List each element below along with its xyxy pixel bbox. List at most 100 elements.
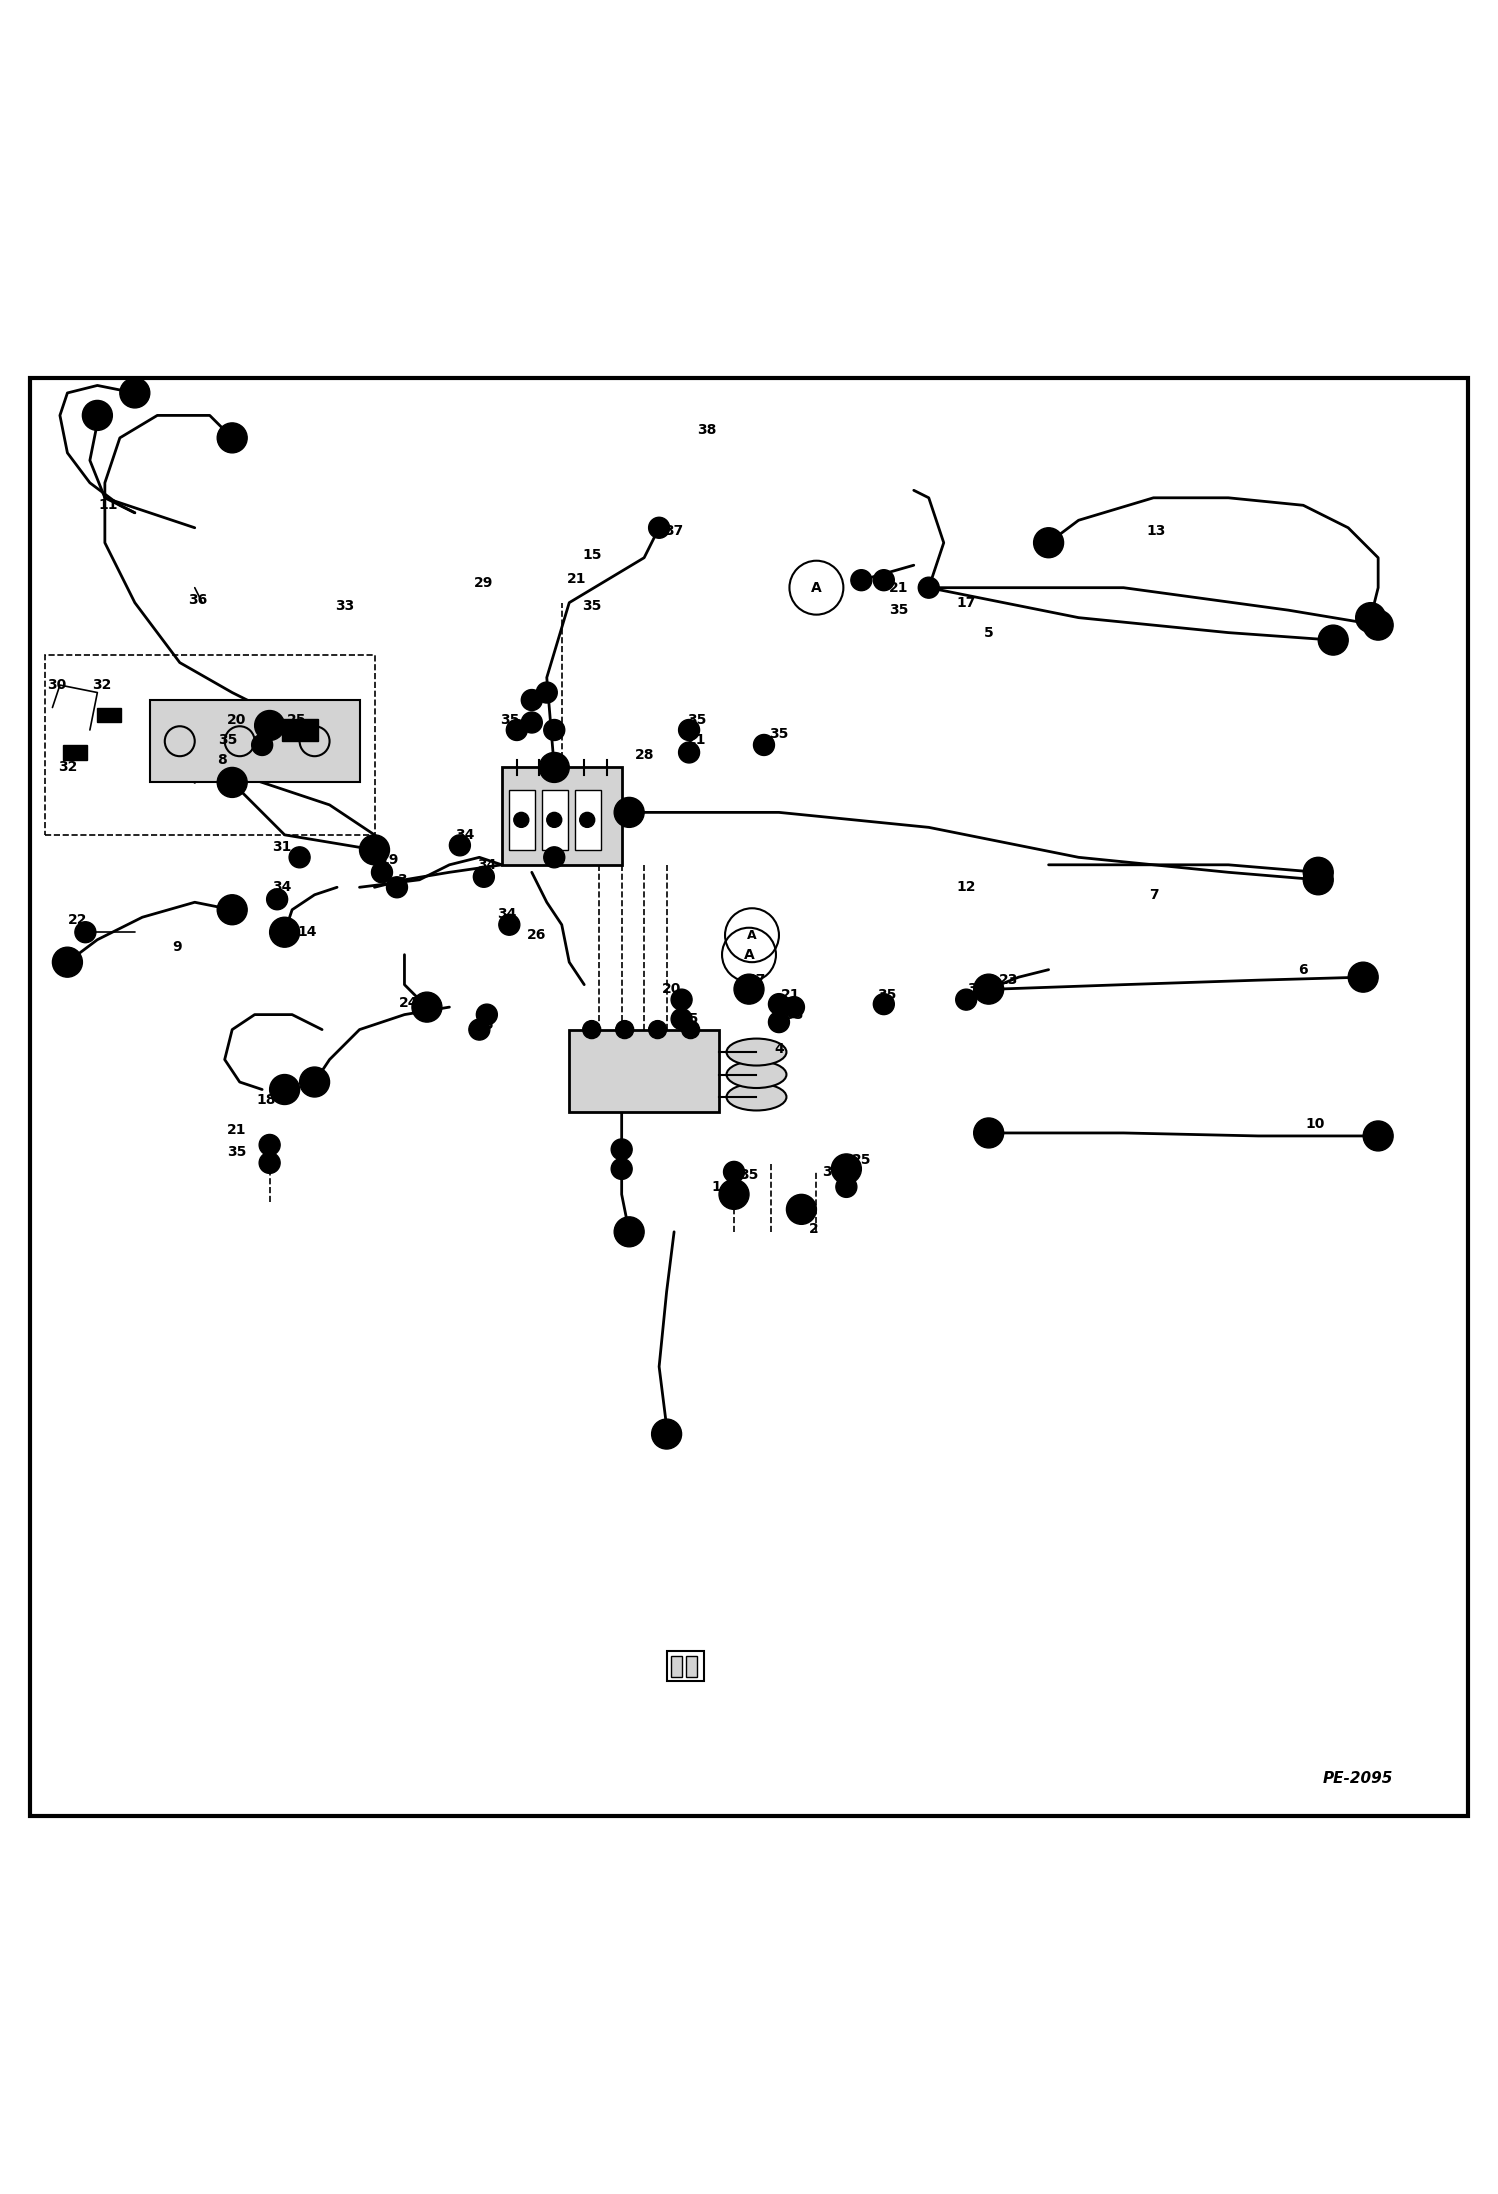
Text: 23: 23	[999, 974, 1017, 987]
Circle shape	[786, 1194, 816, 1224]
Circle shape	[289, 847, 310, 869]
Circle shape	[831, 1154, 861, 1185]
Circle shape	[514, 812, 529, 827]
Circle shape	[682, 1020, 700, 1038]
Text: 21: 21	[888, 581, 909, 595]
Text: 35: 35	[680, 1011, 698, 1027]
Circle shape	[611, 1139, 632, 1161]
Text: 37: 37	[665, 524, 683, 538]
Text: 32: 32	[58, 761, 76, 774]
Circle shape	[974, 1119, 1004, 1147]
Circle shape	[580, 812, 595, 827]
Circle shape	[1363, 1121, 1393, 1152]
Bar	[97, 709, 121, 722]
Circle shape	[259, 1134, 280, 1156]
Circle shape	[521, 713, 542, 733]
Text: 31: 31	[273, 840, 291, 853]
Text: 20: 20	[228, 713, 246, 726]
Text: 24: 24	[398, 996, 419, 1009]
Text: 19: 19	[380, 853, 398, 867]
Circle shape	[649, 518, 670, 538]
Text: 35: 35	[785, 1007, 803, 1022]
Text: 2: 2	[809, 1222, 818, 1235]
Text: 35: 35	[770, 728, 788, 742]
Text: 34: 34	[455, 827, 473, 842]
Ellipse shape	[727, 1084, 786, 1110]
Text: 35: 35	[878, 987, 896, 1003]
Text: 33: 33	[336, 599, 354, 612]
Circle shape	[270, 1075, 300, 1104]
Text: 38: 38	[698, 423, 716, 437]
Text: 35: 35	[890, 603, 908, 617]
Circle shape	[270, 917, 300, 948]
Circle shape	[671, 989, 692, 1009]
Text: 21: 21	[566, 573, 587, 586]
Bar	[45, 656, 374, 836]
Text: 22: 22	[67, 913, 88, 928]
Circle shape	[521, 689, 542, 711]
Circle shape	[614, 796, 644, 827]
Circle shape	[671, 1009, 692, 1029]
Text: 3: 3	[397, 873, 406, 886]
Text: 12: 12	[956, 880, 977, 895]
Text: 36: 36	[189, 592, 207, 608]
Circle shape	[719, 1180, 749, 1209]
Circle shape	[536, 682, 557, 702]
Text: A: A	[748, 928, 756, 941]
Bar	[686, 1656, 697, 1676]
Bar	[575, 790, 601, 849]
Bar	[509, 790, 535, 849]
Text: 21: 21	[226, 1123, 247, 1136]
Text: 34: 34	[497, 908, 515, 921]
Text: 18: 18	[256, 1093, 277, 1108]
Circle shape	[255, 711, 285, 742]
Circle shape	[768, 1011, 789, 1033]
Circle shape	[259, 1152, 280, 1174]
Ellipse shape	[727, 1062, 786, 1088]
Circle shape	[1034, 529, 1064, 557]
Circle shape	[1348, 963, 1378, 992]
Text: 20: 20	[662, 983, 680, 996]
Bar	[569, 1029, 719, 1112]
Circle shape	[1303, 864, 1333, 895]
Circle shape	[469, 1018, 490, 1040]
Circle shape	[360, 836, 389, 864]
Circle shape	[956, 989, 977, 1009]
Circle shape	[734, 974, 764, 1005]
Text: 35: 35	[822, 1165, 840, 1178]
Text: 35: 35	[219, 733, 237, 748]
Text: 1: 1	[712, 1180, 721, 1194]
Bar	[542, 790, 568, 849]
Circle shape	[652, 1420, 682, 1448]
Bar	[150, 700, 360, 783]
Text: 25: 25	[851, 1152, 872, 1167]
Circle shape	[836, 1176, 857, 1198]
Circle shape	[217, 768, 247, 796]
Circle shape	[649, 1020, 667, 1038]
Circle shape	[544, 720, 565, 742]
Circle shape	[499, 915, 520, 935]
Circle shape	[252, 735, 273, 755]
Circle shape	[547, 812, 562, 827]
Text: A: A	[810, 581, 822, 595]
Circle shape	[611, 1158, 632, 1180]
Circle shape	[724, 1161, 745, 1183]
Text: 7: 7	[1149, 889, 1158, 902]
Bar	[502, 768, 622, 864]
Bar	[667, 1652, 704, 1681]
Circle shape	[449, 836, 470, 856]
Text: 10: 10	[1306, 1117, 1324, 1130]
Text: 34: 34	[478, 858, 496, 871]
Circle shape	[217, 895, 247, 924]
Circle shape	[1356, 603, 1386, 632]
Text: 13: 13	[1147, 524, 1165, 538]
Circle shape	[82, 402, 112, 430]
Text: 35: 35	[228, 1145, 246, 1158]
Text: A: A	[743, 948, 755, 961]
Text: 11: 11	[97, 498, 118, 511]
Circle shape	[614, 1218, 644, 1246]
Text: 9: 9	[172, 941, 181, 954]
Circle shape	[851, 570, 872, 590]
Text: 35: 35	[583, 599, 601, 612]
Circle shape	[52, 948, 82, 976]
